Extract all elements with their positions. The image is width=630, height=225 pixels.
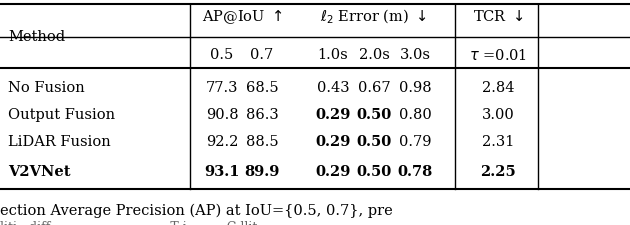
Text: 0.79: 0.79 <box>399 135 432 149</box>
Text: 0.29: 0.29 <box>315 164 351 178</box>
Text: 0.78: 0.78 <box>398 164 433 178</box>
Text: 0.50: 0.50 <box>357 135 392 149</box>
Text: liti   diff                              T i          C llit: liti diff T i C llit <box>0 220 258 225</box>
Text: AP@IoU $\uparrow$: AP@IoU $\uparrow$ <box>202 8 282 26</box>
Text: 89.9: 89.9 <box>244 164 280 178</box>
Text: Output Fusion: Output Fusion <box>8 108 115 122</box>
Text: 90.8: 90.8 <box>205 108 238 122</box>
Text: 86.3: 86.3 <box>246 108 278 122</box>
Text: ection Average Precision (AP) at IoU={0.5, 0.7}, pre: ection Average Precision (AP) at IoU={0.… <box>0 202 392 217</box>
Text: LiDAR Fusion: LiDAR Fusion <box>8 135 111 149</box>
Text: 2.84: 2.84 <box>482 81 514 95</box>
Text: 3.0s: 3.0s <box>399 48 430 62</box>
Text: 0.5: 0.5 <box>210 48 234 62</box>
Text: 0.29: 0.29 <box>315 135 351 149</box>
Text: 0.80: 0.80 <box>399 108 432 122</box>
Text: 0.29: 0.29 <box>315 108 351 122</box>
Text: 68.5: 68.5 <box>246 81 278 95</box>
Text: 77.3: 77.3 <box>206 81 238 95</box>
Text: 0.50: 0.50 <box>357 108 392 122</box>
Text: 2.31: 2.31 <box>482 135 514 149</box>
Text: 2.0s: 2.0s <box>358 48 389 62</box>
Text: V2VNet: V2VNet <box>8 164 71 178</box>
Text: 1.0s: 1.0s <box>318 48 348 62</box>
Text: Method: Method <box>8 30 65 43</box>
Text: 2.25: 2.25 <box>480 164 516 178</box>
Text: 93.1: 93.1 <box>204 164 240 178</box>
Text: 0.43: 0.43 <box>317 81 349 95</box>
Text: 88.5: 88.5 <box>246 135 278 149</box>
Text: 0.98: 0.98 <box>399 81 432 95</box>
Text: 3.00: 3.00 <box>481 108 514 122</box>
Text: $\ell_2$ Error (m) $\downarrow$: $\ell_2$ Error (m) $\downarrow$ <box>321 8 428 26</box>
Text: 0.7: 0.7 <box>250 48 273 62</box>
Text: No Fusion: No Fusion <box>8 81 85 95</box>
Text: TCR $\downarrow$: TCR $\downarrow$ <box>472 9 524 24</box>
Text: 92.2: 92.2 <box>206 135 238 149</box>
Text: 0.67: 0.67 <box>358 81 391 95</box>
Text: $\tau$ =0.01: $\tau$ =0.01 <box>469 48 527 63</box>
Text: 0.50: 0.50 <box>357 164 392 178</box>
